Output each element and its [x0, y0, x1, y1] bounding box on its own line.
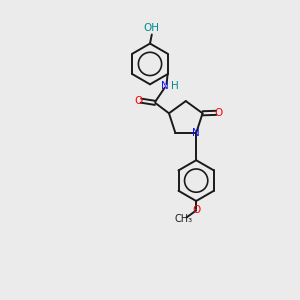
Text: H: H	[171, 81, 178, 91]
Text: O: O	[134, 96, 142, 106]
Text: OH: OH	[144, 23, 160, 33]
Text: O: O	[215, 108, 223, 118]
Text: N: N	[192, 128, 200, 138]
Text: O: O	[192, 206, 200, 215]
Text: N: N	[161, 81, 169, 91]
Text: CH₃: CH₃	[175, 214, 193, 224]
